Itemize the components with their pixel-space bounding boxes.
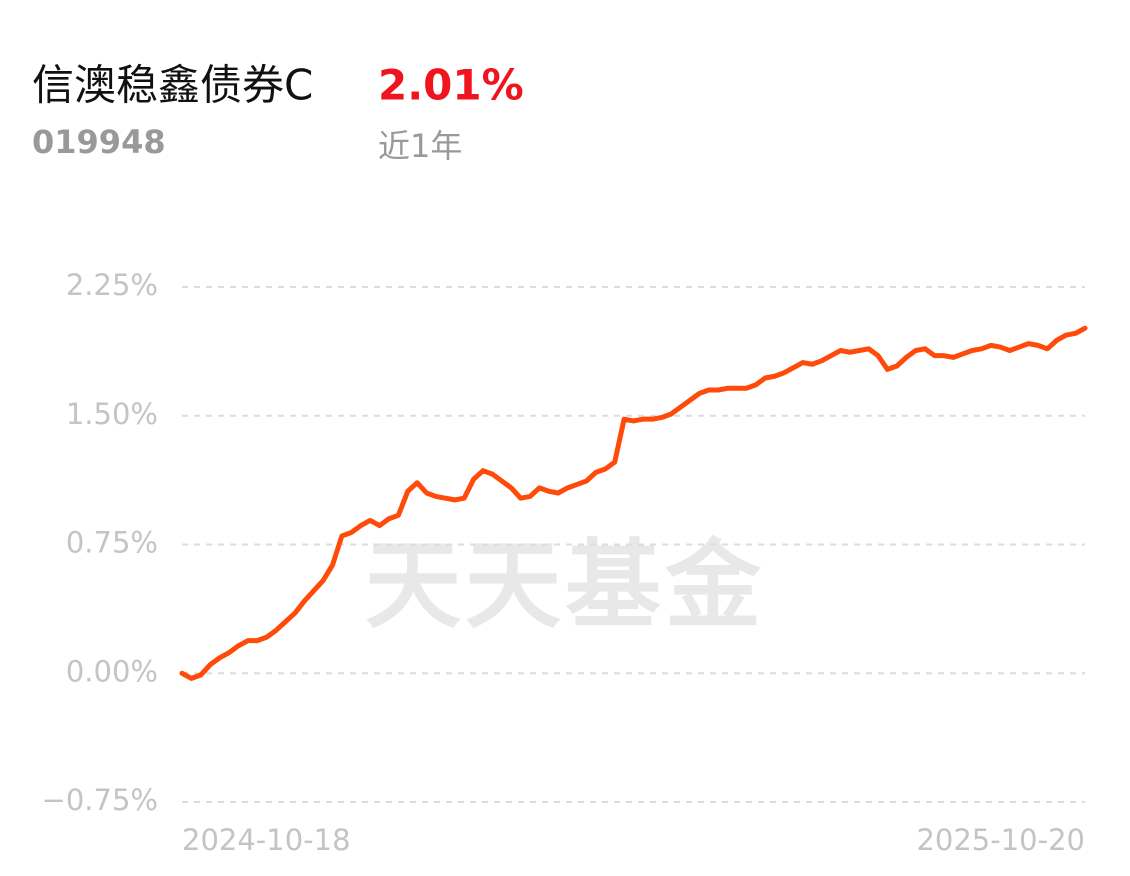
line	[179, 325, 1088, 681]
period: 近1年	[378, 127, 462, 165]
y-tick-label: 1.50%	[66, 397, 158, 431]
x-tick-label: 2025-10-20	[916, 823, 1085, 857]
y-tick-label: 0.00%	[66, 654, 158, 688]
watermark: 天天基金	[365, 529, 765, 641]
change: 2.01%	[378, 61, 524, 110]
fund-code: 019948	[32, 123, 166, 161]
y-tick-label: 0.75%	[66, 526, 158, 560]
y-tick-label: −0.75%	[42, 783, 158, 817]
x-tick-label: 2024-10-18	[182, 823, 351, 857]
fund-name: 信澳稳鑫债券C	[32, 61, 313, 110]
y-tick-label: 2.25%	[66, 268, 158, 302]
